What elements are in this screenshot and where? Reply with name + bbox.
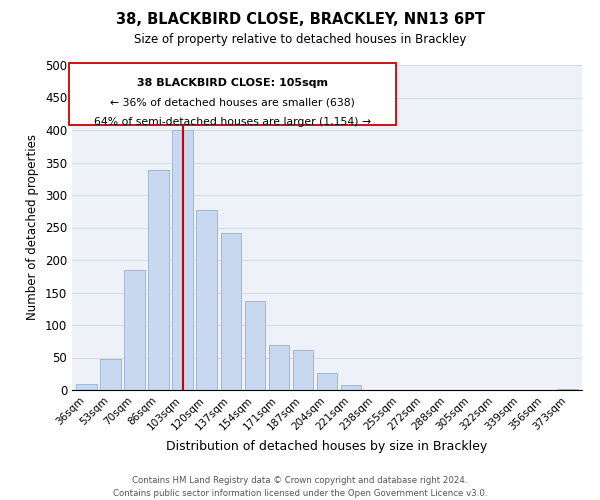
Bar — [557, 388, 578, 390]
Text: Contains HM Land Registry data © Crown copyright and database right 2024.
Contai: Contains HM Land Registry data © Crown c… — [113, 476, 487, 498]
Bar — [341, 385, 361, 390]
Text: 64% of semi-detached houses are larger (1,154) →: 64% of semi-detached houses are larger (… — [94, 117, 371, 127]
Bar — [196, 210, 217, 390]
Text: ← 36% of detached houses are smaller (638): ← 36% of detached houses are smaller (63… — [110, 98, 355, 108]
Text: 38 BLACKBIRD CLOSE: 105sqm: 38 BLACKBIRD CLOSE: 105sqm — [137, 78, 328, 88]
Bar — [148, 170, 169, 390]
Bar — [172, 130, 193, 390]
Text: Size of property relative to detached houses in Brackley: Size of property relative to detached ho… — [134, 32, 466, 46]
Bar — [245, 301, 265, 390]
Bar — [76, 384, 97, 390]
Bar — [100, 360, 121, 390]
Text: 38, BLACKBIRD CLOSE, BRACKLEY, NN13 6PT: 38, BLACKBIRD CLOSE, BRACKLEY, NN13 6PT — [115, 12, 485, 28]
Bar — [293, 350, 313, 390]
X-axis label: Distribution of detached houses by size in Brackley: Distribution of detached houses by size … — [166, 440, 488, 453]
Y-axis label: Number of detached properties: Number of detached properties — [26, 134, 40, 320]
Bar — [124, 270, 145, 390]
Bar — [221, 232, 241, 390]
FancyBboxPatch shape — [70, 64, 396, 125]
Bar — [269, 344, 289, 390]
Bar — [317, 373, 337, 390]
